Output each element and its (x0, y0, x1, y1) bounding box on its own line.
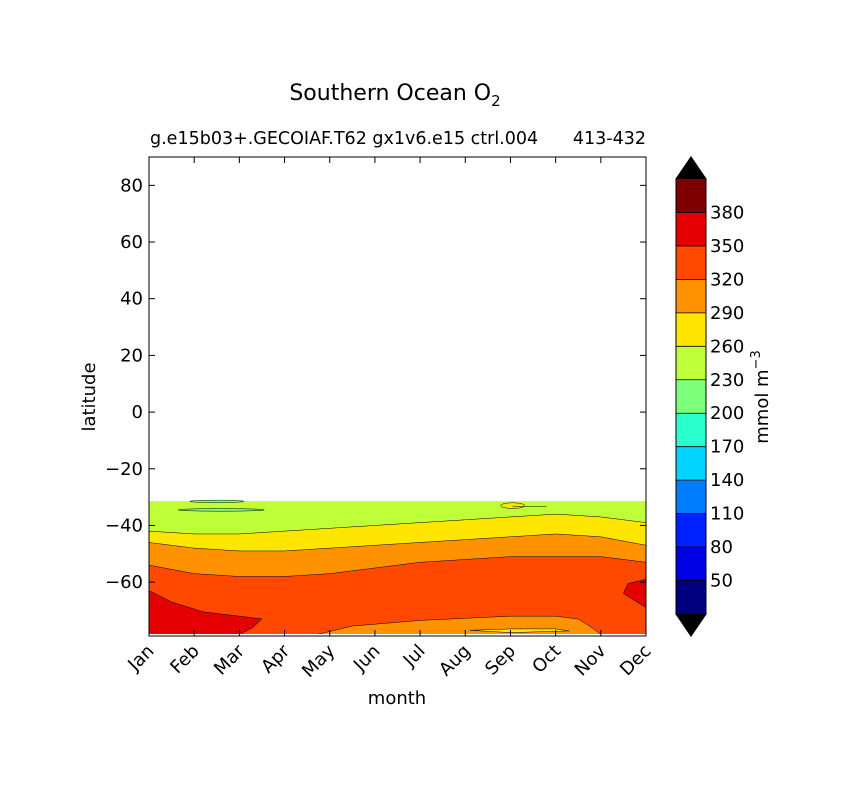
colorbar-swatch (676, 179, 706, 213)
colorbar-swatch (676, 245, 706, 280)
y-tick-label: 20 (120, 345, 143, 366)
y-tick-label: −40 (105, 515, 143, 536)
y-tick-label: 0 (132, 402, 143, 423)
x-tick-label: Oct (528, 641, 565, 678)
x-tick-label: Jul (399, 641, 430, 672)
colorbar-tick-label: 230 (710, 370, 744, 391)
colorbar-tick-label: 170 (710, 437, 744, 458)
colorbar-tick-label: 320 (710, 269, 744, 290)
colorbar-swatch (676, 312, 706, 347)
colorbar-tick-label: 200 (710, 403, 744, 424)
colorbar-swatch (676, 346, 706, 380)
x-tick-label: Dec (616, 641, 655, 680)
contour-band (149, 514, 646, 551)
colorbar-frame (675, 156, 707, 637)
x-tick-label: Apr (257, 640, 294, 677)
colorbar-swatch (676, 212, 706, 246)
x-tick-label: May (298, 640, 339, 681)
colorbar-tick-label: 110 (710, 504, 744, 525)
colorbar-swatch (676, 379, 706, 414)
colorbar-swatch (676, 480, 706, 514)
x-tick-label: Jun (349, 641, 384, 676)
x-axis-label: month (368, 688, 426, 709)
colorbar: 50 80 110 140 170 200 230 260 290 320 350 380 (675, 156, 744, 637)
contour-line (148, 533, 647, 552)
y-axis: 80 60 40 20 0 −20 −40 −60 (105, 175, 646, 593)
y-tick-label: −60 (105, 572, 143, 593)
contour-patch-260 (469, 628, 570, 633)
x-tick-label: Nov (571, 640, 611, 680)
colorbar-swatch (676, 513, 706, 548)
colorbar-swatch (676, 413, 706, 447)
contour-band (149, 533, 646, 577)
chart-subtitle-right: 413-432 (573, 129, 646, 149)
contour-line (148, 513, 647, 535)
colorbar-swatch (676, 547, 706, 581)
contour-patch-200 (178, 508, 265, 512)
colorbar-tick-label: 50 (710, 571, 733, 592)
contour-patch-200 (189, 499, 245, 503)
x-tick-label: Mar (210, 640, 249, 679)
contour-band (149, 501, 646, 534)
colorbar-extend-bottom (675, 613, 707, 637)
colorbar-tick-label: 140 (710, 470, 744, 491)
colorbar-swatch (676, 279, 706, 313)
colorbar-tick-label: 290 (710, 303, 744, 324)
colorbar-swatch (676, 446, 706, 481)
plot-frame (148, 156, 647, 637)
colorbar-tick-label: 260 (710, 336, 744, 357)
colorbar-swatch (676, 580, 706, 614)
plot-bottom-edge (149, 634, 646, 636)
colorbar-tick-label: 350 (710, 236, 744, 257)
chart-subtitle-left: g.e15b03+.GECOIAF.T62 gx1v6.e15 ctrl.004 (150, 129, 538, 149)
chart-title: Southern Ocean O2 (289, 81, 500, 110)
contour-line (148, 556, 647, 577)
plot-area (148, 156, 647, 637)
colorbar-tick-label: 80 (710, 537, 733, 558)
y-axis-label: latitude (79, 362, 100, 431)
contour-patch-260 (500, 502, 525, 509)
y-tick-label: 80 (120, 175, 143, 196)
colorbar-extend-top (675, 156, 707, 180)
y-tick-label: 60 (120, 232, 143, 253)
y-tick-label: 40 (120, 289, 143, 310)
x-tick-label: Feb (166, 641, 203, 678)
x-tick-label: Aug (435, 641, 475, 681)
colorbar-label: mmol m−3 (749, 350, 773, 444)
x-tick-label: Jan (123, 641, 158, 676)
colorbar-tick-label: 380 (710, 202, 744, 223)
x-tick-label: Sep (481, 641, 520, 680)
y-tick-label: −20 (105, 459, 143, 480)
